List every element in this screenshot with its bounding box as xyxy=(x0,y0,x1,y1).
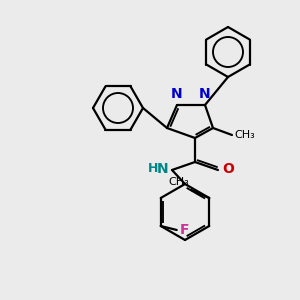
Text: F: F xyxy=(180,223,189,237)
Text: H: H xyxy=(148,163,158,176)
Text: CH₃: CH₃ xyxy=(234,130,255,140)
Text: N: N xyxy=(171,87,183,101)
Text: O: O xyxy=(222,162,234,176)
Text: N: N xyxy=(156,162,168,176)
Text: CH₃: CH₃ xyxy=(169,177,189,187)
Text: N: N xyxy=(199,87,211,101)
